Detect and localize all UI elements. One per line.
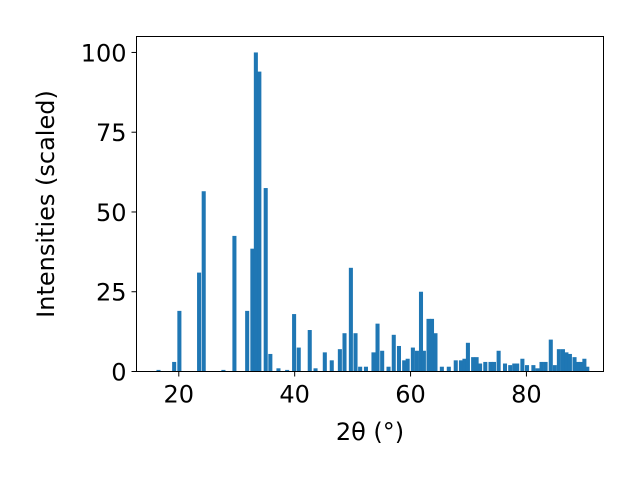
x-axis-title: 2θ (°) bbox=[336, 418, 404, 446]
bar bbox=[465, 342, 470, 372]
bar bbox=[567, 353, 572, 372]
bar bbox=[245, 310, 250, 372]
bar bbox=[535, 368, 540, 372]
bar bbox=[515, 363, 520, 372]
bar bbox=[491, 361, 497, 372]
bar bbox=[292, 314, 297, 372]
bar bbox=[386, 366, 391, 372]
bar bbox=[478, 363, 483, 372]
bar bbox=[512, 363, 517, 372]
bar bbox=[579, 361, 584, 372]
bar bbox=[342, 333, 347, 372]
bar bbox=[363, 366, 368, 372]
bar bbox=[268, 353, 273, 372]
bar bbox=[414, 350, 419, 372]
bar bbox=[172, 361, 177, 372]
bar-series bbox=[156, 52, 590, 372]
x-axis: 20 40 60 80 bbox=[164, 371, 542, 409]
y-tick-label: 0 bbox=[111, 359, 126, 387]
bar bbox=[232, 235, 237, 372]
bar bbox=[453, 360, 458, 372]
bar bbox=[276, 368, 281, 372]
bar bbox=[263, 188, 268, 372]
bar bbox=[471, 357, 476, 372]
bar bbox=[337, 349, 342, 372]
bar bbox=[548, 339, 553, 372]
bar bbox=[564, 352, 569, 372]
bar bbox=[353, 333, 358, 372]
bar bbox=[358, 366, 363, 372]
y-tick-label: 50 bbox=[96, 199, 127, 227]
y-axis-title: Intensities (scaled) bbox=[32, 90, 60, 318]
bar bbox=[257, 71, 262, 372]
bar bbox=[405, 358, 410, 372]
bar bbox=[418, 291, 424, 372]
bar bbox=[508, 365, 513, 372]
bar bbox=[531, 365, 536, 372]
bar bbox=[439, 366, 444, 372]
bar bbox=[446, 366, 451, 372]
bar bbox=[329, 360, 334, 372]
bar bbox=[402, 360, 407, 372]
bar bbox=[177, 310, 182, 372]
bar bbox=[375, 323, 380, 372]
bar bbox=[410, 347, 415, 372]
bar bbox=[539, 361, 544, 372]
bar bbox=[201, 191, 206, 372]
bar bbox=[371, 352, 376, 372]
plot-frame bbox=[136, 36, 604, 372]
y-tick-label: 75 bbox=[96, 119, 127, 147]
bar bbox=[433, 333, 438, 372]
bar bbox=[552, 365, 557, 372]
bar bbox=[429, 318, 435, 372]
x-tick-label: 20 bbox=[164, 381, 195, 409]
bar bbox=[585, 366, 590, 372]
bar bbox=[474, 357, 479, 372]
bar bbox=[496, 350, 501, 372]
bar bbox=[582, 358, 587, 372]
bar bbox=[348, 267, 353, 372]
x-tick-label: 40 bbox=[279, 381, 310, 409]
bar bbox=[426, 318, 431, 372]
bar bbox=[380, 350, 385, 372]
bar bbox=[572, 357, 577, 372]
bar bbox=[313, 368, 318, 372]
bar bbox=[322, 352, 327, 372]
bar bbox=[296, 347, 301, 372]
bar bbox=[575, 361, 581, 372]
bar bbox=[520, 358, 525, 372]
y-tick-label: 25 bbox=[96, 279, 127, 307]
bar bbox=[483, 361, 488, 372]
bar bbox=[156, 369, 161, 372]
bar bbox=[488, 361, 493, 372]
y-axis: 0 25 50 75 100 bbox=[81, 39, 137, 387]
bar bbox=[396, 345, 401, 372]
bar bbox=[421, 350, 426, 372]
bar bbox=[462, 358, 467, 372]
bar bbox=[524, 365, 530, 372]
bar bbox=[556, 349, 561, 372]
bar bbox=[502, 363, 508, 372]
bar bbox=[391, 334, 396, 372]
bar bbox=[560, 349, 565, 372]
x-tick-label: 60 bbox=[395, 381, 426, 409]
bar bbox=[543, 361, 548, 372]
bar bbox=[307, 330, 312, 372]
bar bbox=[458, 360, 463, 372]
bar bbox=[197, 272, 202, 372]
bar bbox=[221, 369, 226, 372]
y-tick-label: 100 bbox=[81, 39, 127, 67]
bar bbox=[285, 369, 290, 372]
bar bbox=[253, 52, 258, 372]
x-tick-label: 80 bbox=[511, 381, 542, 409]
bar bbox=[250, 248, 255, 372]
